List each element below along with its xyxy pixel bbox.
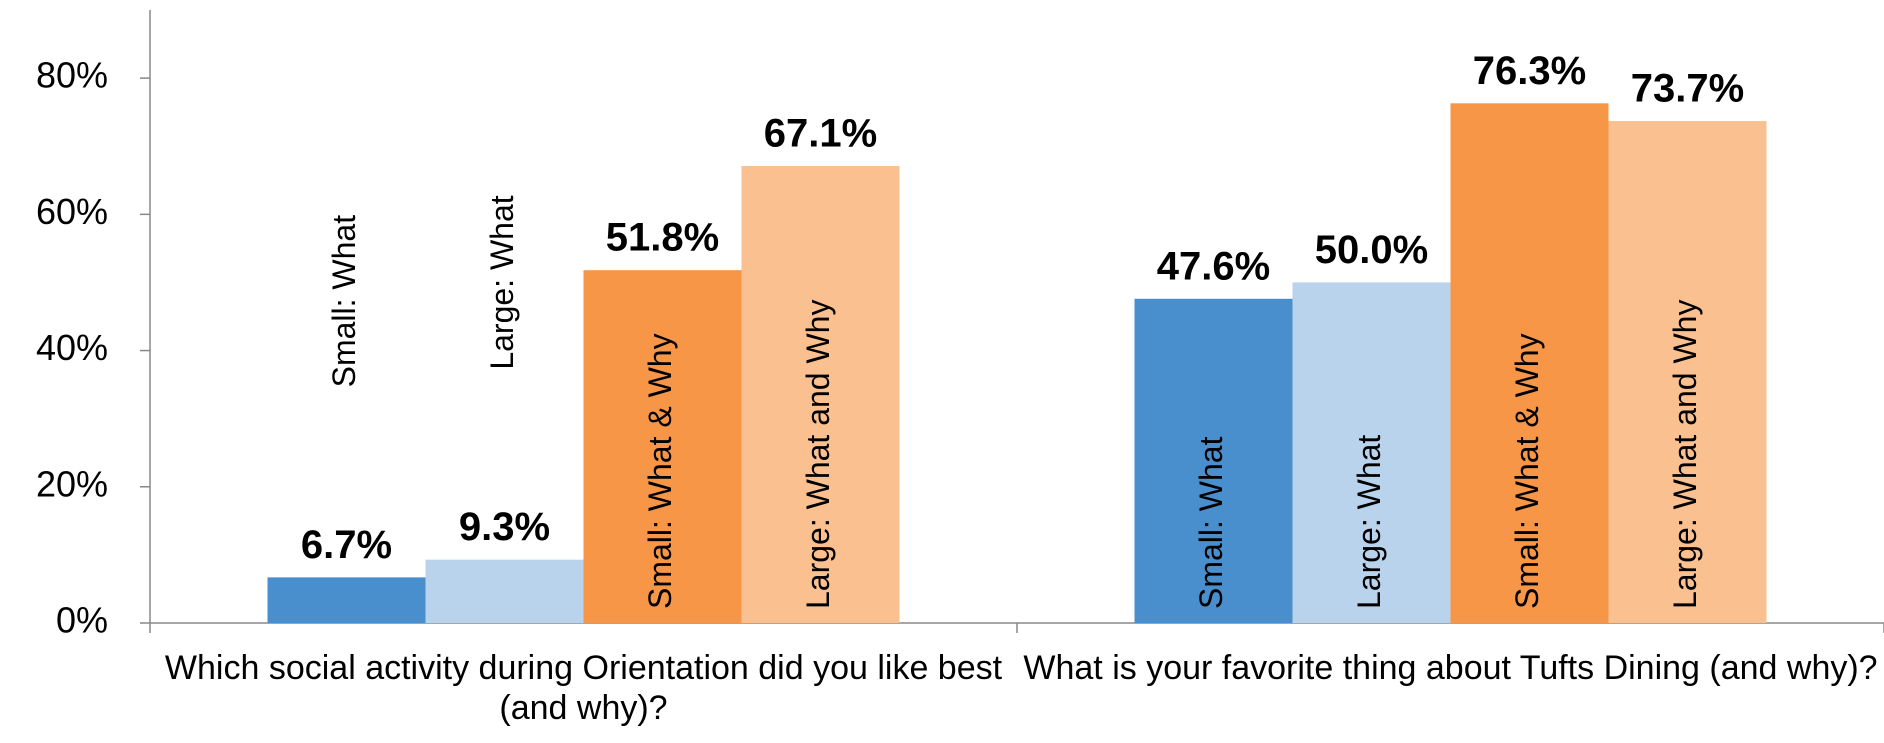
value-label: 9.3%	[459, 505, 550, 549]
y-tick-label: 40%	[36, 327, 108, 368]
series-label: Small: What & Why	[1509, 333, 1545, 609]
bar	[741, 165, 900, 624]
y-tick-label: 60%	[36, 191, 108, 232]
series-label: Large: What	[484, 195, 520, 369]
value-label: 76.3%	[1473, 49, 1586, 93]
bar	[1134, 298, 1293, 623]
bar	[1292, 282, 1451, 623]
x-tick-label: What is your favorite thing about Tufts …	[1023, 649, 1878, 687]
bar	[583, 270, 742, 623]
value-label: 51.8%	[606, 216, 719, 260]
value-label: 47.6%	[1157, 244, 1270, 288]
series-label: Large: What and Why	[800, 300, 836, 609]
value-label: 67.1%	[764, 112, 877, 156]
series-label: Large: What	[1351, 435, 1387, 609]
value-label: 50.0%	[1315, 228, 1428, 272]
value-label: 73.7%	[1631, 67, 1744, 111]
series-label: Small: What	[1193, 436, 1229, 609]
y-tick-label: 20%	[36, 463, 108, 504]
bar	[1608, 121, 1767, 623]
bar	[425, 559, 584, 623]
bar	[267, 577, 426, 623]
series-label: Small: What	[326, 215, 362, 388]
y-tick-label: 0%	[56, 600, 108, 641]
bar	[1450, 103, 1609, 623]
y-tick-label: 80%	[36, 55, 108, 96]
x-tick-label: Which social activity during Orientation…	[164, 649, 1003, 727]
series-label: Small: What & Why	[642, 333, 678, 609]
value-label: 6.7%	[301, 523, 392, 567]
series-label: Large: What and Why	[1667, 300, 1703, 609]
